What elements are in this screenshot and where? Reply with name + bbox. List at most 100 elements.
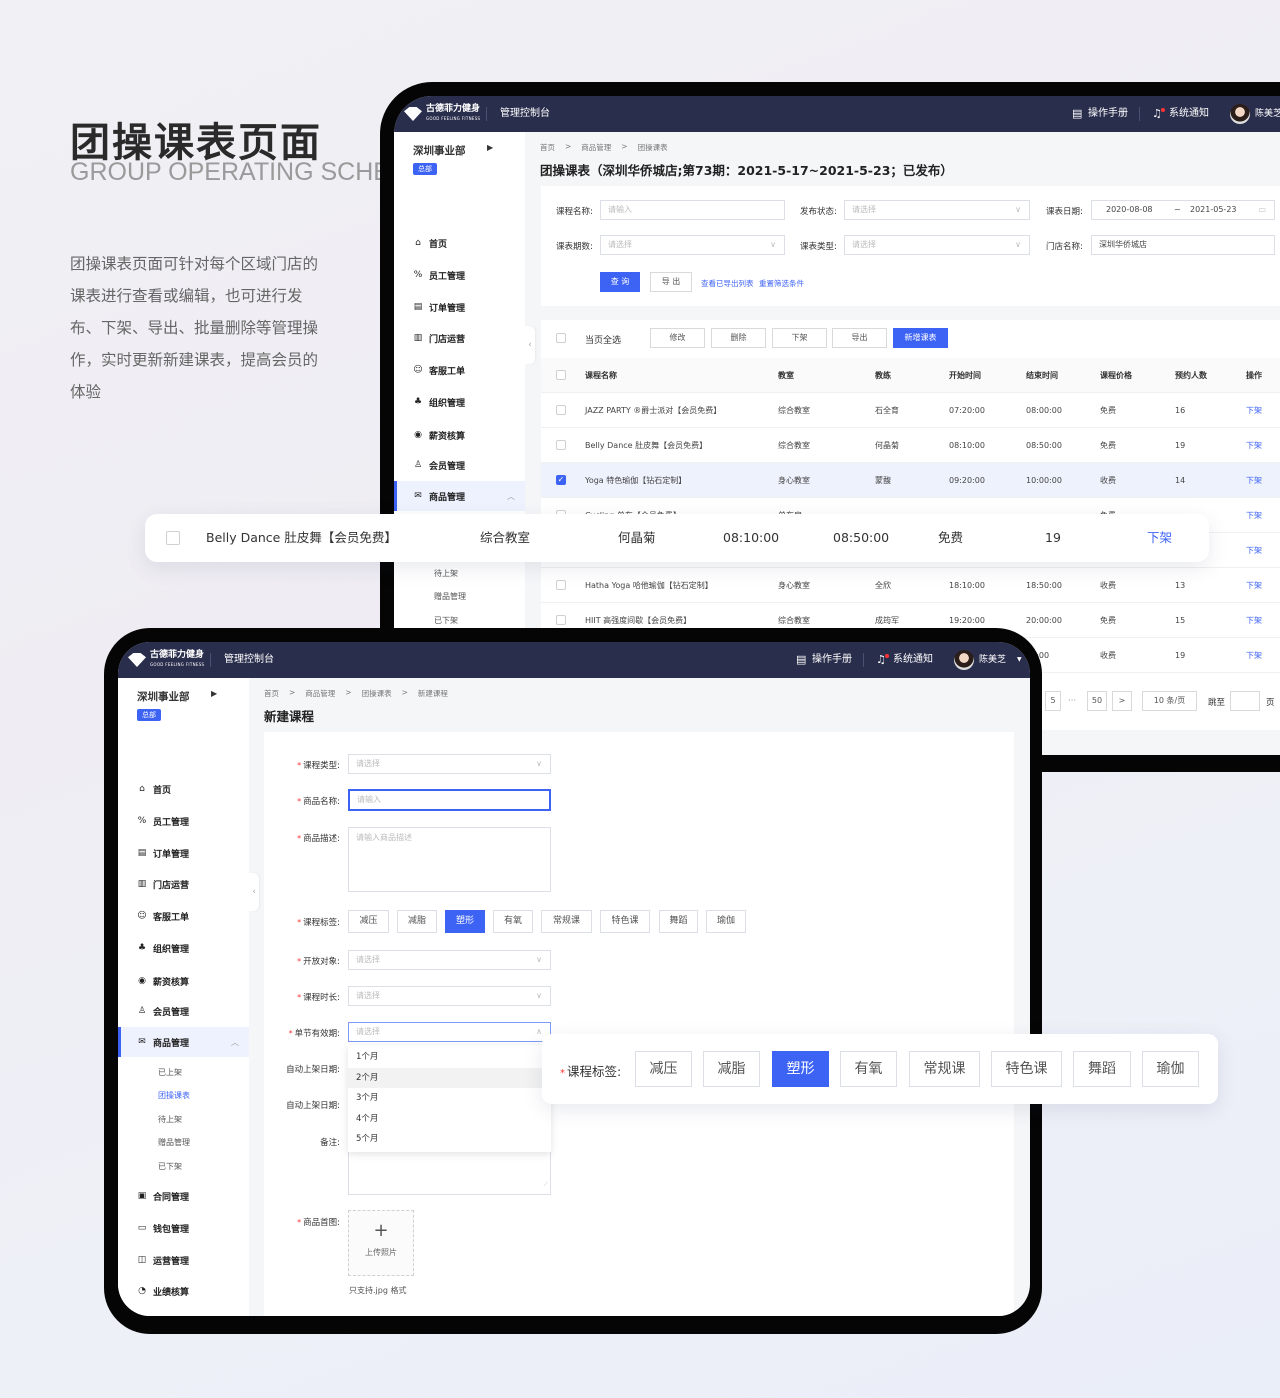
date-range-picker[interactable]: 2020-08-08 ~2021-05-23 ▭ (1091, 200, 1275, 220)
row-checkbox[interactable]: ✓ (556, 475, 566, 485)
sidebar-item-goods[interactable]: ✉ 商品管理 ︿ (118, 1027, 249, 1057)
tag-0[interactable]: 减压 (635, 1051, 692, 1087)
sidebar-collapse-toggle[interactable]: ‹ (249, 873, 259, 911)
table-row[interactable]: Belly Dance 肚皮舞【会员免费】 综合教室 何晶菊 08:10:00 08:5… (541, 428, 1280, 463)
product-name-input[interactable]: 请输入 (348, 789, 551, 811)
reset-filters-link[interactable]: 重置筛选条件 (759, 279, 804, 288)
action-button-4[interactable]: 新增课表 (893, 328, 948, 348)
cell-op[interactable]: 下架 (1246, 581, 1262, 590)
cell-op[interactable]: 下架 (1246, 616, 1262, 625)
duration-select[interactable]: 请选择 ∨ (348, 986, 551, 1006)
query-button[interactable]: 查 询 (600, 272, 640, 292)
chevron-up-icon[interactable]: ︿ (231, 1037, 239, 1047)
row-checkbox[interactable] (556, 405, 566, 415)
manual-link[interactable]: 操作手册 (1088, 108, 1128, 119)
sidebar-collapse-toggle[interactable]: ‹ (525, 326, 535, 364)
cell-op[interactable]: 下架 (1147, 530, 1173, 545)
course-name-input[interactable]: 请输入 (600, 200, 785, 220)
sidebar-subitem[interactable]: 已下架 (158, 1162, 182, 1171)
sidebar-item-wallet[interactable]: ▭ 钱包管理 (118, 1213, 249, 1243)
sidebar-item-staff[interactable]: % 员工管理 (118, 806, 249, 836)
sidebar-item-orders[interactable]: ▤ 订单管理 (394, 292, 525, 322)
breadcrumb-item[interactable]: 首页 (264, 689, 279, 698)
audience-select[interactable]: 请选择 ∨ (348, 950, 551, 970)
view-exports-link[interactable]: 查看已导出列表 (701, 279, 754, 288)
validity-option[interactable]: 1个月 (356, 1052, 379, 1062)
sidebar-item-goods[interactable]: ✉ 商品管理 ︿ (394, 481, 525, 511)
cell-op[interactable]: 下架 (1246, 441, 1262, 450)
sidebar-item-service[interactable]: ☺ 客服工单 (394, 355, 525, 385)
tag-4[interactable]: 常规课 (909, 1051, 980, 1087)
store-input[interactable]: 深圳华侨城店 (1091, 235, 1275, 255)
bell-icon[interactable]: ♫ (876, 653, 886, 666)
brand-logo[interactable]: 古德菲力健身 GOOD FEELING FITNESS (404, 105, 480, 123)
table-row[interactable]: Hatha Yoga 哈他瑜伽【钻石定制】 身心教室 全欣 18:10:00 18:50… (541, 568, 1280, 603)
tag-1[interactable]: 减脂 (397, 910, 437, 933)
sidebar-subitem[interactable]: 赠品管理 (434, 592, 466, 601)
validity-select[interactable]: 请选择 ∧ (348, 1022, 551, 1042)
sidebar-item-coupon[interactable]: ☰卡券管理 (118, 1308, 249, 1316)
dept-arrow-icon[interactable]: ▶ (487, 143, 494, 152)
tag-1[interactable]: 减脂 (703, 1051, 760, 1087)
breadcrumb-item[interactable]: 商品管理 (581, 143, 612, 152)
cell-op[interactable]: 下架 (1246, 511, 1262, 520)
tag-6[interactable]: 舞蹈 (659, 910, 698, 933)
avatar[interactable] (1230, 104, 1250, 124)
sidebar-item-salary[interactable]: ◉ 薪资核算 (394, 420, 525, 450)
sidebar-subitem[interactable]: 待上架 (434, 569, 458, 578)
tag-5[interactable]: 特色课 (600, 910, 650, 933)
next-page-button[interactable]: > (1112, 691, 1132, 711)
tag-6[interactable]: 舞蹈 (1073, 1051, 1131, 1087)
status-select[interactable]: 请选择 ∨ (844, 200, 1030, 220)
bell-icon[interactable]: ♫ (1152, 107, 1162, 120)
avatar[interactable] (954, 650, 974, 670)
action-button-3[interactable]: 导出 (832, 328, 887, 348)
brand-logo[interactable]: 古德菲力健身 GOOD FEELING FITNESS (128, 651, 204, 669)
type-select[interactable]: 请选择 ∨ (844, 235, 1030, 255)
page-5[interactable]: 5 (1045, 691, 1061, 711)
breadcrumb-item[interactable]: 团操课表 (637, 143, 668, 152)
validity-option[interactable]: 3个月 (356, 1093, 379, 1103)
breadcrumb-item[interactable]: 新建课程 (417, 689, 448, 698)
table-row[interactable]: ✓ Yoga 特色瑜伽【钻石定制】 身心教室 蒙馥 09:20:00 10:00:00 收费… (541, 463, 1280, 498)
select-all-checkbox[interactable] (556, 333, 566, 343)
description-textarea[interactable]: 请输入商品描述 (348, 827, 551, 892)
sidebar-item-staff[interactable]: % 员工管理 (394, 260, 525, 290)
sidebar-item-contract[interactable]: ▣ 合同管理 (118, 1181, 249, 1211)
user-name[interactable]: 陈美芝 (1255, 109, 1280, 119)
tag-2[interactable]: 塑形 (772, 1051, 829, 1087)
row-checkbox[interactable] (166, 531, 180, 545)
tag-0[interactable]: 减压 (348, 910, 389, 933)
notify-link[interactable]: 系统通知 (1169, 108, 1209, 119)
action-button-2[interactable]: 下架 (772, 328, 827, 348)
table-row[interactable]: JAZZ PARTY ®爵士派对【会员免费】 综合教室 石全育 07:20:00 08:… (541, 393, 1280, 428)
tag-3[interactable]: 有氧 (493, 910, 533, 933)
tag-7[interactable]: 瑜伽 (1142, 1051, 1199, 1087)
dept-name[interactable]: 深圳事业部 (137, 691, 190, 703)
header-checkbox[interactable] (556, 370, 566, 380)
dept-arrow-icon[interactable]: ▶ (211, 689, 218, 698)
course-type-select[interactable]: 请选择 ∨ (348, 754, 551, 774)
manual-link[interactable]: 操作手册 (812, 654, 852, 665)
sidebar-item-orders[interactable]: ▤ 订单管理 (118, 838, 249, 868)
sidebar-subitem[interactable]: 待上架 (158, 1115, 182, 1124)
sidebar-item-store[interactable]: ▥ 门店运营 (394, 323, 525, 353)
sidebar-subitem[interactable]: 赠品管理 (158, 1138, 190, 1147)
notify-link[interactable]: 系统通知 (893, 654, 933, 665)
export-button[interactable]: 导 出 (650, 272, 692, 292)
jump-input[interactable] (1230, 691, 1260, 711)
sidebar-item-salary[interactable]: ◉ 薪资核算 (118, 966, 249, 996)
sidebar-item-home[interactable]: ⌂ 首页 (118, 774, 249, 804)
period-select[interactable]: 请选择 ∨ (600, 235, 785, 255)
validity-option[interactable]: 5个月 (356, 1134, 379, 1144)
breadcrumb-item[interactable]: 团操课表 (361, 689, 392, 698)
sidebar-item-service[interactable]: ☺ 客服工单 (118, 901, 249, 931)
breadcrumb-item[interactable]: 首页 (540, 143, 555, 152)
row-checkbox[interactable] (556, 615, 566, 625)
action-button-1[interactable]: 删除 (711, 328, 766, 348)
tag-3[interactable]: 有氧 (840, 1051, 897, 1087)
page-size-select[interactable]: 10 条/页 (1142, 691, 1197, 711)
sidebar-subitem[interactable]: 已上架 (158, 1068, 182, 1077)
sidebar-item-operation[interactable]: ◫ 运营管理 (118, 1245, 249, 1275)
sidebar-subitem[interactable]: 团操课表 (158, 1091, 190, 1100)
